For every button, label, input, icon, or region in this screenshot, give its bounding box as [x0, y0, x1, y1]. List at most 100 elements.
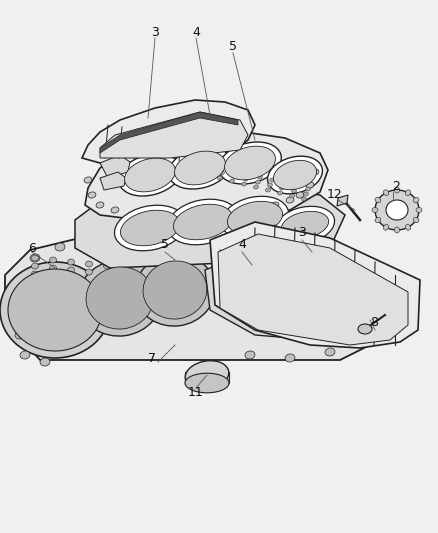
- Ellipse shape: [230, 179, 234, 183]
- Ellipse shape: [167, 199, 239, 245]
- Ellipse shape: [0, 262, 110, 358]
- Ellipse shape: [375, 190, 419, 230]
- Text: 5: 5: [161, 238, 169, 252]
- Ellipse shape: [225, 146, 276, 180]
- Ellipse shape: [8, 269, 102, 351]
- Ellipse shape: [405, 190, 411, 196]
- Ellipse shape: [285, 354, 295, 362]
- Ellipse shape: [372, 207, 378, 213]
- Ellipse shape: [67, 259, 74, 265]
- Ellipse shape: [355, 336, 365, 344]
- Ellipse shape: [271, 202, 279, 208]
- Ellipse shape: [119, 154, 181, 196]
- Ellipse shape: [219, 142, 281, 184]
- Ellipse shape: [84, 177, 92, 183]
- Ellipse shape: [222, 196, 289, 240]
- Ellipse shape: [278, 191, 283, 195]
- Ellipse shape: [314, 272, 356, 298]
- Ellipse shape: [88, 192, 96, 198]
- Ellipse shape: [265, 188, 271, 192]
- Ellipse shape: [279, 186, 284, 190]
- Ellipse shape: [241, 182, 247, 186]
- Ellipse shape: [295, 224, 305, 232]
- Ellipse shape: [306, 182, 314, 188]
- Ellipse shape: [85, 261, 92, 267]
- Polygon shape: [185, 372, 229, 383]
- Text: 5: 5: [229, 41, 237, 53]
- Polygon shape: [100, 172, 126, 190]
- Ellipse shape: [281, 212, 328, 239]
- Ellipse shape: [276, 206, 335, 244]
- Ellipse shape: [135, 254, 215, 326]
- Ellipse shape: [85, 269, 92, 275]
- Ellipse shape: [268, 156, 322, 194]
- Text: 12: 12: [327, 189, 343, 201]
- Polygon shape: [210, 222, 420, 348]
- Ellipse shape: [173, 204, 233, 240]
- Text: 3: 3: [151, 26, 159, 38]
- Ellipse shape: [264, 260, 320, 296]
- Ellipse shape: [78, 260, 162, 336]
- Ellipse shape: [219, 171, 224, 175]
- Ellipse shape: [32, 263, 39, 269]
- Ellipse shape: [15, 331, 25, 339]
- Ellipse shape: [145, 226, 155, 234]
- Ellipse shape: [10, 311, 20, 319]
- Ellipse shape: [55, 243, 65, 251]
- Text: 4: 4: [238, 238, 246, 252]
- Ellipse shape: [30, 254, 40, 262]
- Polygon shape: [100, 112, 248, 158]
- Ellipse shape: [96, 202, 104, 208]
- Ellipse shape: [292, 189, 297, 193]
- Ellipse shape: [175, 221, 185, 229]
- Ellipse shape: [269, 178, 275, 182]
- Ellipse shape: [413, 217, 419, 223]
- Ellipse shape: [244, 177, 248, 181]
- Ellipse shape: [32, 255, 39, 261]
- Ellipse shape: [86, 267, 154, 329]
- Ellipse shape: [227, 201, 283, 235]
- Ellipse shape: [225, 268, 271, 296]
- Ellipse shape: [233, 169, 238, 173]
- Ellipse shape: [405, 224, 411, 230]
- Ellipse shape: [124, 158, 176, 192]
- Ellipse shape: [103, 271, 110, 277]
- Text: 3: 3: [298, 227, 306, 239]
- Polygon shape: [100, 112, 238, 153]
- Ellipse shape: [286, 197, 294, 203]
- Ellipse shape: [309, 268, 361, 302]
- Polygon shape: [5, 215, 390, 360]
- Ellipse shape: [175, 151, 226, 185]
- Polygon shape: [205, 252, 400, 345]
- Ellipse shape: [296, 192, 304, 198]
- Ellipse shape: [232, 174, 237, 178]
- Ellipse shape: [282, 181, 286, 185]
- Ellipse shape: [255, 180, 261, 184]
- Ellipse shape: [265, 218, 275, 226]
- Ellipse shape: [85, 236, 95, 244]
- Ellipse shape: [269, 264, 315, 293]
- Ellipse shape: [143, 261, 207, 319]
- Ellipse shape: [114, 205, 186, 251]
- Ellipse shape: [235, 216, 245, 224]
- Ellipse shape: [115, 231, 125, 239]
- Text: 6: 6: [28, 241, 36, 254]
- Ellipse shape: [385, 291, 395, 299]
- Ellipse shape: [416, 207, 422, 213]
- Polygon shape: [100, 155, 130, 178]
- Ellipse shape: [301, 197, 307, 201]
- Ellipse shape: [375, 197, 381, 203]
- Ellipse shape: [218, 176, 223, 180]
- Ellipse shape: [375, 217, 381, 223]
- Text: 11: 11: [188, 386, 204, 400]
- Polygon shape: [75, 178, 345, 268]
- Ellipse shape: [304, 192, 308, 196]
- Ellipse shape: [49, 257, 57, 263]
- Polygon shape: [85, 130, 328, 220]
- Ellipse shape: [273, 160, 317, 190]
- Polygon shape: [218, 234, 408, 345]
- Ellipse shape: [220, 264, 276, 301]
- Ellipse shape: [375, 314, 385, 322]
- Ellipse shape: [386, 200, 408, 220]
- Ellipse shape: [32, 271, 39, 277]
